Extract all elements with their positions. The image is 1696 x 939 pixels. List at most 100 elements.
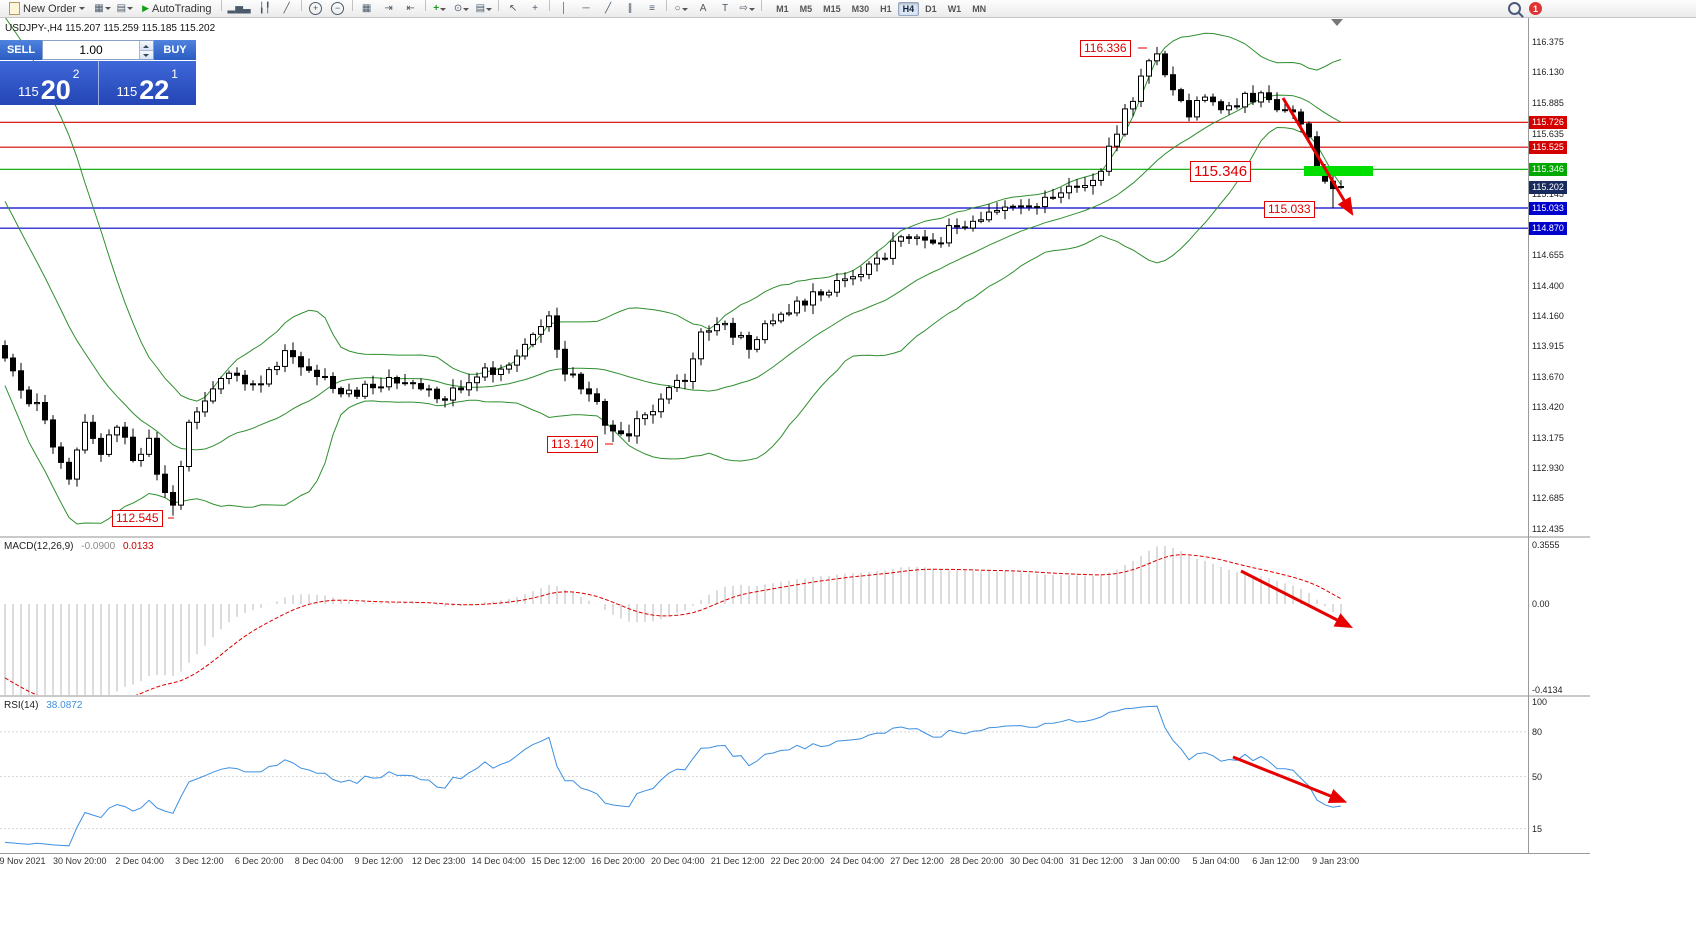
periods-icon[interactable]: ⊙ (451, 1, 473, 18)
rsi-value: 38.0872 (46, 700, 83, 711)
sell-price-sup: 2 (72, 67, 80, 81)
timeframe-m15-button[interactable]: M15 (823, 3, 841, 14)
chart-area[interactable] (0, 18, 1696, 939)
price-flag-114.870[interactable]: 114.870 (1529, 221, 1567, 235)
timeframe-h4-button[interactable]: H4 (897, 1, 920, 16)
trendline-icon[interactable]: ╱ (605, 3, 612, 15)
time-axis-label: 3 Dec 12:00 (175, 856, 224, 866)
toolbar-separator (300, 0, 302, 12)
volume-up-icon[interactable] (140, 41, 153, 51)
toolbar-separator (351, 0, 353, 12)
new-chart-icon[interactable]: ▦ (91, 0, 113, 17)
timeframe-m5-button[interactable]: M5 (799, 3, 813, 14)
profiles-icon[interactable]: ▤ (114, 0, 136, 17)
caret-down-icon (104, 7, 111, 13)
rsi-axis-label: 100 (1532, 697, 1548, 707)
rsi-axis-label: 50 (1532, 771, 1543, 782)
time-axis-label: 21 Dec 12:00 (710, 856, 765, 866)
timeframe-m30-button[interactable]: M30 (851, 3, 870, 14)
timeframe-mn-button[interactable]: MN (972, 3, 987, 14)
price-flag-115.525[interactable]: 115.525 (1529, 140, 1567, 154)
time-axis-label: 6 Jan 12:00 (1252, 856, 1300, 866)
price-axis-border[interactable] (1528, 18, 1529, 853)
sell-price[interactable]: 115 20 2 (0, 61, 99, 105)
search-icon[interactable] (1508, 2, 1521, 15)
crosshair-icon[interactable]: + (532, 3, 538, 15)
caret-down-icon (681, 7, 688, 14)
templates-icon[interactable]: ▤ (473, 1, 495, 18)
time-axis-label: 27 Dec 12:00 (890, 856, 944, 866)
caret-down-icon (440, 7, 447, 14)
price-flag-115.346[interactable]: 115.346 (1529, 162, 1567, 176)
price-axis-label: 113.670 (1532, 371, 1564, 382)
buy-price-base: 115 (116, 84, 138, 99)
channel-icon[interactable]: ∥ (627, 3, 633, 15)
vertical-line-icon[interactable]: │ (560, 3, 568, 15)
zoom-out-icon[interactable]: − (327, 0, 349, 17)
price-flag-115.033[interactable]: 115.033 (1529, 201, 1567, 215)
panel-splitter-macd[interactable] (0, 536, 1590, 538)
price-callout-115346[interactable]: 115.346 (1190, 161, 1252, 182)
rsi-axis-label: 80 (1532, 726, 1543, 737)
one-click-trading-panel: SELL BUY 115 20 2 115 22 1 (0, 40, 196, 105)
time-axis-label: 28 Dec 20:00 (950, 856, 1004, 866)
indicators-icon[interactable]: + (429, 1, 451, 18)
caret-down-icon (463, 7, 470, 14)
bar-chart-icon[interactable]: ▂▅▃ (227, 3, 251, 15)
buy-button[interactable]: BUY (154, 40, 196, 60)
fibonacci-icon[interactable]: ≡ (649, 3, 655, 15)
price-axis-label: 114.160 (1532, 310, 1564, 321)
horizontal-line-icon[interactable]: ─ (582, 3, 590, 15)
toolbar-separator (549, 0, 551, 12)
timeframe-h1-button[interactable]: H1 (880, 3, 892, 14)
sell-button[interactable]: SELL (0, 40, 42, 60)
cursor-icon[interactable]: ↖ (508, 3, 518, 15)
price-flag-115.726[interactable]: 115.726 (1529, 115, 1567, 129)
chart-shift-icon[interactable]: ⇤ (406, 3, 415, 15)
toolbar: New Order ▦ ▤ ▶ AutoTrading ▂▅▃ ╽╿ ╱ + − ▦ ⇥ ⇤ + ⊙… (0, 0, 1696, 18)
rsi-name: RSI(14) (4, 700, 39, 711)
new-order-button[interactable]: New Order (3, 0, 91, 17)
auto-scroll-icon[interactable]: ⇥ (384, 3, 393, 15)
candlestick-chart-icon[interactable]: ╽╿ (258, 3, 271, 15)
tile-windows-icon[interactable]: ▦ (361, 3, 372, 15)
timeframe-w1-button[interactable]: W1 (947, 3, 962, 14)
toolbar-separator (761, 0, 763, 12)
price-axis-label: 112.685 (1532, 493, 1564, 504)
notifications-badge[interactable]: 1 (1529, 2, 1542, 15)
caret-down-icon (79, 7, 86, 13)
label-icon[interactable]: T (722, 3, 729, 15)
price-axis-label: 113.915 (1532, 341, 1564, 352)
price-callout-112545[interactable]: 112.545 (112, 510, 163, 527)
time-axis-label: 20 Dec 04:00 (651, 856, 705, 866)
time-axis-label: 9 Dec 12:00 (354, 856, 404, 866)
chart-symbol-title: USDJPY-,H4 115.207 115.259 115.185 115.2… (5, 23, 216, 34)
time-axis-border[interactable] (0, 853, 1590, 854)
time-axis-label: 5 Jan 04:00 (1192, 856, 1240, 866)
toolbar-separator (666, 0, 668, 12)
autotrading-button[interactable]: ▶ AutoTrading (136, 1, 217, 17)
rsi-indicator-label: RSI(14) 38.0872 (4, 700, 82, 711)
line-chart-icon[interactable]: ╱ (283, 3, 290, 15)
time-axis-label: 6 Dec 20:00 (234, 856, 284, 866)
time-axis-label: 30 Nov 20:00 (53, 856, 107, 866)
volume-down-icon[interactable] (140, 50, 153, 59)
shapes-icon[interactable]: ○ (670, 1, 692, 18)
zoom-in-icon[interactable]: + (305, 0, 327, 17)
text-icon[interactable]: A (699, 3, 707, 15)
time-axis-label: 24 Dec 04:00 (830, 856, 884, 866)
buy-price[interactable]: 115 22 1 (99, 61, 197, 105)
time-axis-label: 30 Dec 04:00 (1009, 856, 1064, 866)
timeframe-d1-button[interactable]: D1 (925, 3, 937, 14)
toolbar-separator (424, 0, 426, 12)
timeframe-m1-button[interactable]: M1 (776, 3, 789, 14)
price-callout-113140[interactable]: 113.140 (547, 436, 598, 453)
price-callout-115033[interactable]: 115.033 (1264, 201, 1315, 218)
volume-input[interactable] (43, 41, 139, 59)
toolbar-separator (498, 0, 500, 12)
arrows-icon[interactable]: ⇨ (736, 1, 758, 18)
panel-splitter-rsi[interactable] (0, 695, 1590, 697)
price-callout-116336[interactable]: 116.336 (1080, 40, 1131, 57)
time-axis-label: 2 Dec 04:00 (115, 856, 164, 866)
time-axis-label: 31 Dec 12:00 (1069, 856, 1124, 866)
